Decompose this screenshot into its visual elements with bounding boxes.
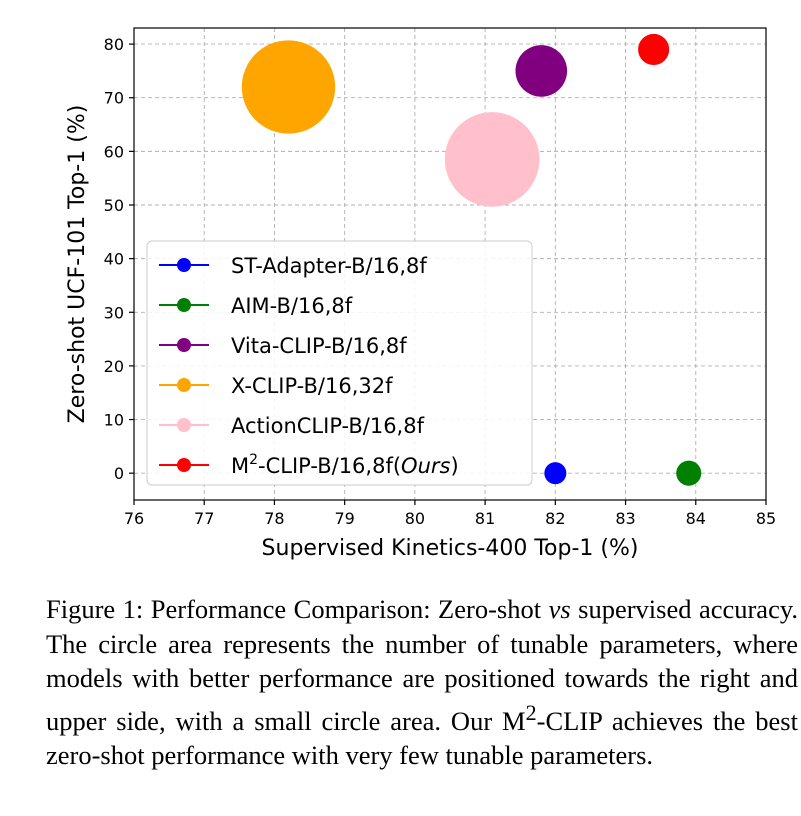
legend-entry-5: M2-CLIP-B/16,8f(Ours) — [231, 452, 459, 478]
y-tick-label: 70 — [104, 89, 124, 108]
x-tick-label: 84 — [686, 509, 706, 528]
bubbles — [241, 33, 702, 486]
bubble-point-0 — [544, 462, 567, 485]
x-tick-label: 78 — [264, 509, 284, 528]
bubble-point-1 — [676, 460, 702, 486]
bubble-point-4 — [444, 112, 540, 207]
plot-frame — [133, 27, 767, 501]
caption-text-1: Performance Comparison: Zero-shot — [143, 594, 549, 624]
x-tick-label: 79 — [334, 509, 354, 528]
x-tick-label: 81 — [475, 509, 495, 528]
bubble-point-3 — [241, 40, 336, 134]
x-tick-label: 82 — [545, 509, 565, 528]
bubble-chart: 76 77 78 79 80 81 82 83 84 85 0 10 20 30 40 50 60 70 80 S… — [65, 27, 776, 561]
legend-marker — [177, 258, 191, 272]
y-tick-label: 50 — [104, 196, 124, 215]
legend-entry-4: ActionCLIP-B/16,8f — [231, 414, 425, 438]
caption-vs: vs — [548, 594, 571, 624]
y-tick-label: 30 — [104, 303, 124, 322]
x-tick-label: 77 — [194, 509, 214, 528]
legend-entry-2: Vita-CLIP-B/16,8f — [231, 334, 407, 358]
x-tick-label: 76 — [124, 509, 144, 528]
x-tick-label: 80 — [405, 509, 425, 528]
x-tick-label: 83 — [615, 509, 635, 528]
x-axis-label: Supervised Kinetics-400 Top-1 (%) — [262, 536, 639, 561]
y-tick-label: 20 — [104, 357, 124, 376]
y-tick-label: 10 — [104, 411, 124, 430]
legend-entry-0: ST-Adapter-B/16,8f — [231, 254, 427, 278]
x-axis-ticks: 76 77 78 79 80 81 82 83 84 85 — [124, 500, 776, 528]
legend-marker — [177, 298, 191, 312]
figure-caption: Figure 1: Performance Comparison: Zero-s… — [46, 592, 798, 772]
y-tick-label: 0 — [114, 464, 124, 483]
bubble-point-2 — [515, 45, 568, 97]
caption-text-2: supervised accuracy. The circle area rep… — [46, 594, 798, 736]
legend-marker — [177, 418, 191, 432]
legend-marker — [177, 378, 191, 392]
legend-entry-3: X-CLIP-B/16,32f — [231, 374, 393, 398]
bubble-point-5 — [638, 33, 670, 66]
caption-label: Figure 1: — [46, 594, 144, 624]
y-tick-label: 60 — [104, 142, 124, 161]
legend: ST-Adapter-B/16,8f AIM-B/16,8f Vita-CLIP-B… — [146, 240, 533, 486]
y-axis-ticks: 0 10 20 30 40 50 60 70 80 — [104, 35, 134, 483]
x-tick-label: 85 — [756, 509, 776, 528]
legend-box — [146, 240, 533, 486]
legend-marker — [177, 338, 191, 352]
y-tick-label: 40 — [104, 250, 124, 269]
legend-entry-1: AIM-B/16,8f — [231, 294, 353, 318]
y-tick-label: 80 — [104, 35, 124, 54]
y-axis-label: Zero-shot UCF-101 Top-1 (%) — [65, 105, 90, 424]
legend-marker — [177, 458, 191, 472]
caption-text-3: -CLIP achieves the best zero-shot perfor… — [46, 705, 798, 770]
caption-sup: 2 — [525, 699, 537, 725]
